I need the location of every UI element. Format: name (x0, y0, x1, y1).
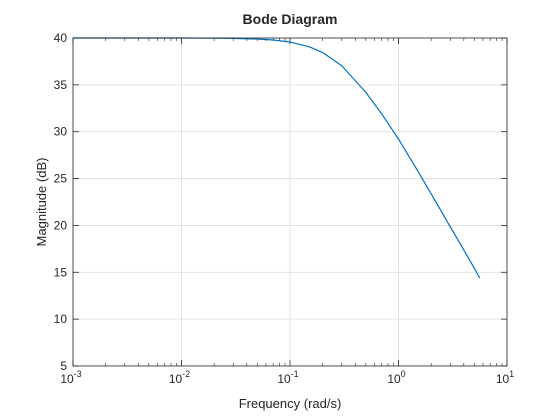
x-tick-exponent: 1 (509, 369, 514, 379)
x-tick-base: 10 (169, 372, 183, 386)
axes-frame (72, 37, 508, 367)
x-tick-exponent: -1 (291, 369, 299, 379)
y-tick-label: 10 (54, 312, 68, 326)
x-tick-labels: 10-3 10-2 10-1 100 101 (60, 369, 514, 386)
x-tick-exponent: -2 (182, 369, 190, 379)
y-tick-label: 40 (54, 31, 68, 45)
y-tick-label: 35 (54, 78, 68, 92)
y-axis-label: Magnitude (dB) (34, 158, 49, 247)
x-tick-base: 10 (496, 372, 510, 386)
x-tick-exponent: -3 (74, 369, 82, 379)
x-tick-label: 10-1 (277, 369, 298, 386)
x-tick-base: 10 (60, 372, 74, 386)
y-tick-label: 20 (54, 218, 68, 232)
y-tick-label: 15 (54, 265, 68, 279)
x-tick-exponent: 0 (401, 369, 406, 379)
x-tick-base: 10 (277, 372, 291, 386)
y-tick-label: 5 (60, 359, 67, 373)
x-tick-label: 10-3 (60, 369, 81, 386)
x-axis-label: Frequency (rad/s) (239, 396, 342, 411)
x-tick-base: 10 (387, 372, 401, 386)
y-tick-labels: 5 10 15 20 25 30 35 40 (54, 31, 68, 373)
chart-title: Bode Diagram (243, 11, 338, 27)
x-tick-label: 100 (387, 369, 405, 386)
x-tick-label: 10-2 (169, 369, 190, 386)
x-tick-label: 101 (496, 369, 514, 386)
y-tick-label: 25 (54, 172, 68, 186)
y-tick-label: 30 (54, 125, 68, 139)
